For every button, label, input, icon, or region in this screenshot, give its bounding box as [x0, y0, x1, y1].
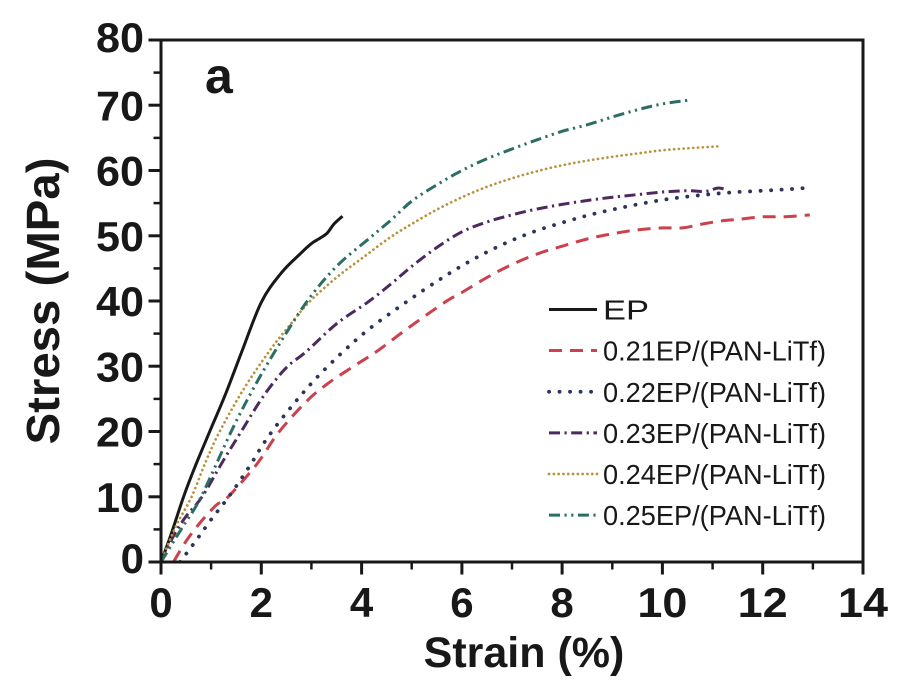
svg-text:10: 10: [96, 474, 144, 521]
svg-text:4: 4: [350, 579, 374, 626]
svg-text:0: 0: [149, 579, 172, 626]
svg-text:0: 0: [121, 535, 144, 582]
svg-text:Strain (%): Strain (%): [424, 629, 625, 677]
svg-text:20: 20: [96, 409, 144, 456]
svg-text:a: a: [205, 48, 234, 104]
svg-text:50: 50: [96, 213, 144, 260]
svg-text:60: 60: [96, 148, 144, 195]
svg-text:40: 40: [96, 278, 144, 325]
svg-text:0.23EP/(PAN-LiTf): 0.23EP/(PAN-LiTf): [603, 418, 826, 449]
svg-text:80: 80: [96, 14, 144, 61]
svg-text:12: 12: [738, 579, 788, 626]
svg-text:0.25EP/(PAN-LiTf): 0.25EP/(PAN-LiTf): [603, 500, 826, 531]
svg-text:2: 2: [250, 579, 273, 626]
svg-text:30: 30: [96, 343, 144, 390]
svg-text:14: 14: [838, 579, 889, 626]
svg-text:8: 8: [550, 579, 573, 626]
svg-text:6: 6: [450, 579, 473, 626]
svg-text:0.24EP/(PAN-LiTf): 0.24EP/(PAN-LiTf): [603, 459, 826, 490]
svg-text:0.21EP/(PAN-LiTf): 0.21EP/(PAN-LiTf): [603, 336, 826, 367]
svg-text:10: 10: [637, 579, 687, 626]
svg-text:0.22EP/(PAN-LiTf): 0.22EP/(PAN-LiTf): [603, 377, 826, 408]
svg-text:70: 70: [96, 82, 144, 129]
svg-text:EP: EP: [603, 295, 649, 326]
svg-text:Stress (MPa): Stress (MPa): [17, 158, 69, 445]
